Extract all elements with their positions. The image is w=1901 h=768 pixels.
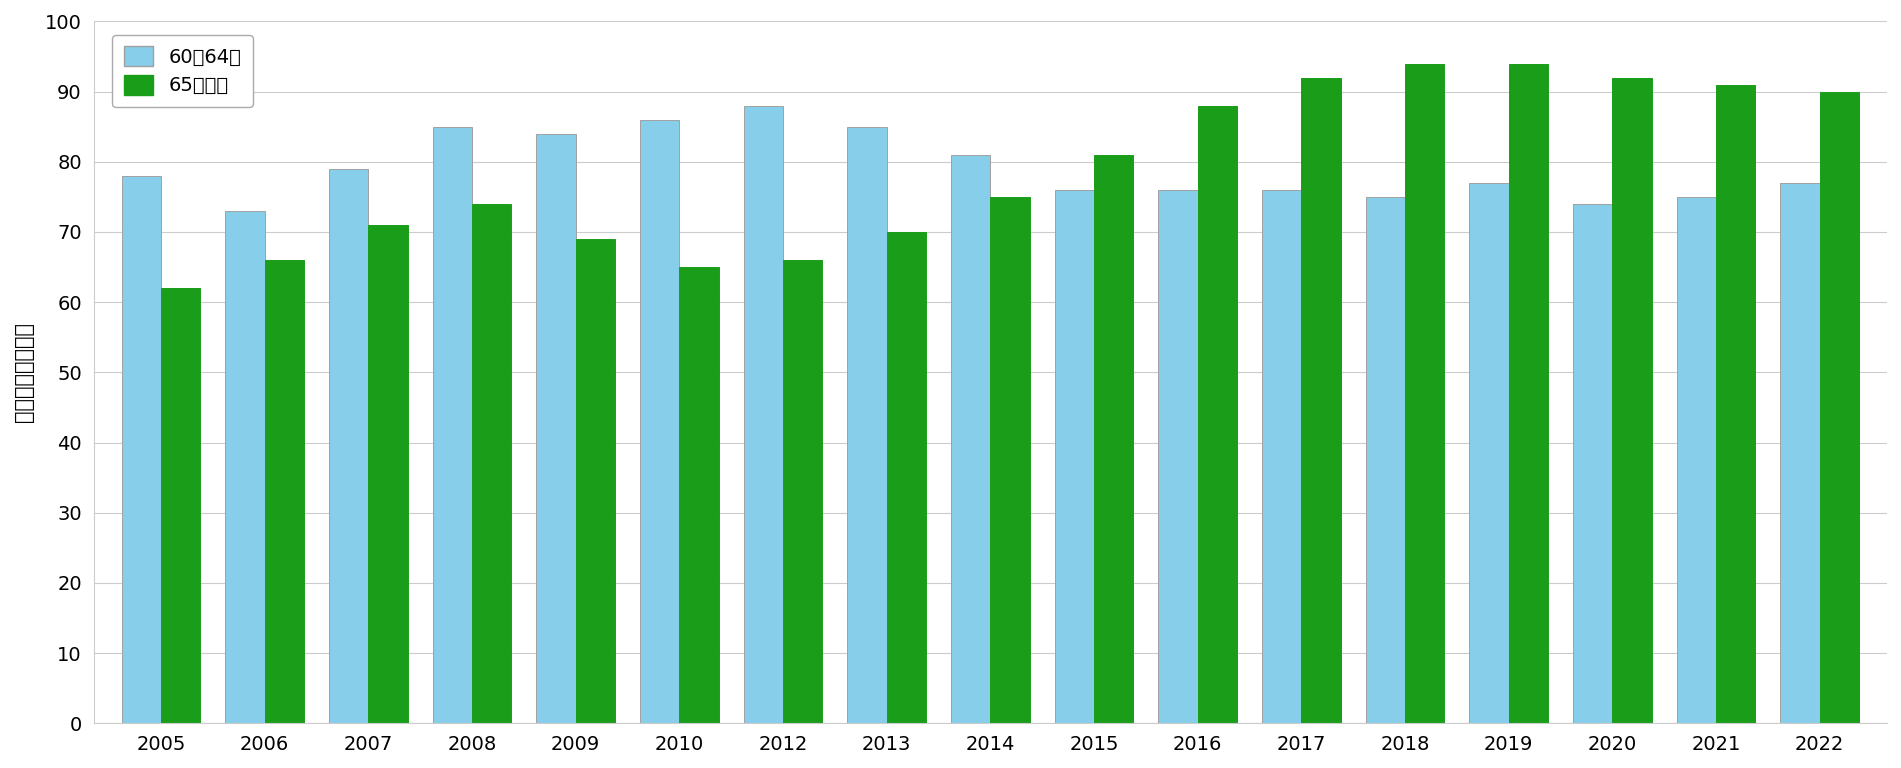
Bar <box>990 197 1030 723</box>
Bar <box>1198 106 1238 723</box>
Bar <box>886 232 926 723</box>
Bar <box>471 204 511 723</box>
Bar <box>783 260 823 723</box>
Bar <box>1302 78 1340 723</box>
Bar <box>264 260 304 723</box>
Bar <box>1677 197 1717 723</box>
Y-axis label: 就業者数（万人）: 就業者数（万人） <box>13 323 34 422</box>
Bar <box>536 134 576 723</box>
Bar <box>226 211 264 723</box>
Bar <box>1572 204 1612 723</box>
Bar <box>329 169 369 723</box>
Bar <box>576 239 616 723</box>
Bar <box>1262 190 1302 723</box>
Bar <box>1365 197 1405 723</box>
Bar <box>1509 64 1547 723</box>
Bar <box>1612 78 1652 723</box>
Bar <box>950 155 990 723</box>
Bar <box>162 288 200 723</box>
Bar <box>1158 190 1198 723</box>
Bar <box>848 127 886 723</box>
Legend: 60～64歳, 65歳以上: 60～64歳, 65歳以上 <box>112 35 253 107</box>
Bar <box>433 127 471 723</box>
Bar <box>743 106 783 723</box>
Bar <box>369 225 409 723</box>
Bar <box>1405 64 1445 723</box>
Bar <box>122 176 162 723</box>
Bar <box>1469 183 1509 723</box>
Bar <box>679 267 719 723</box>
Bar <box>1055 190 1095 723</box>
Bar <box>1819 91 1859 723</box>
Bar <box>1095 155 1133 723</box>
Bar <box>641 120 679 723</box>
Bar <box>1717 84 1755 723</box>
Bar <box>1781 183 1819 723</box>
